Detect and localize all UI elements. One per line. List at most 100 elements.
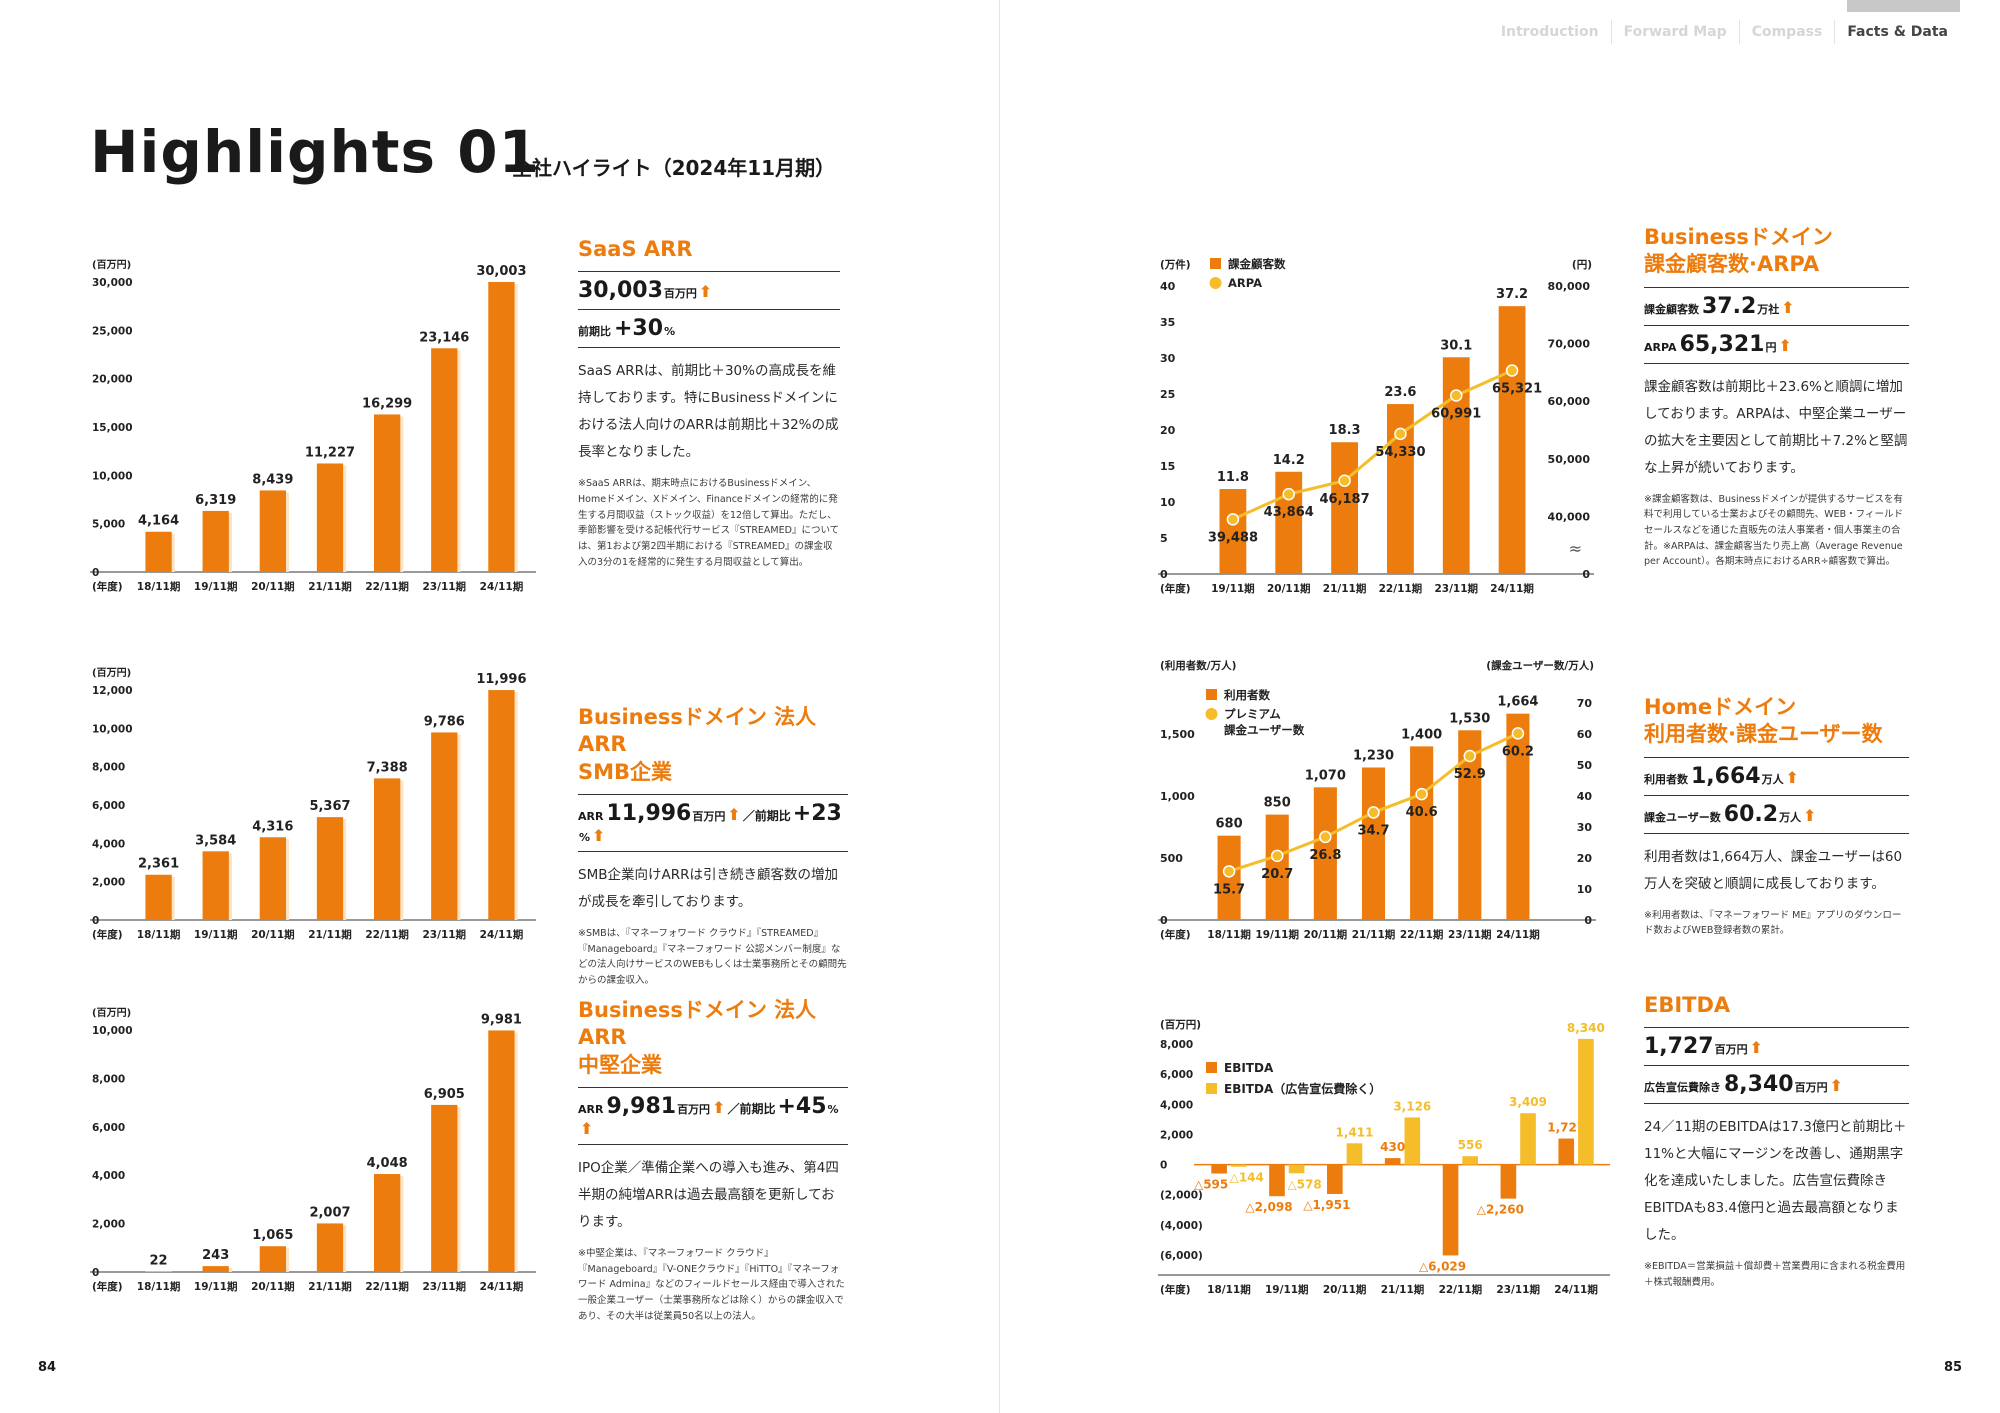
panel-mid-arr: Businessドメイン 法人ARR 中堅企業 ARR 9,981 百万円 ⬆ … bbox=[578, 997, 848, 1324]
left-tick-label: 10 bbox=[1160, 496, 1176, 509]
y-unit-label: (百万円) bbox=[1160, 1019, 1201, 1031]
x-tick-label: 23/11期 bbox=[423, 1280, 467, 1293]
legend-label-line: プレミアム課金ユーザー数 bbox=[1224, 707, 1305, 737]
up-arrow-icon: ⬆ bbox=[698, 282, 713, 302]
right-unit-label: (円) bbox=[1572, 259, 1592, 271]
x-tick-label: 20/11期 bbox=[1323, 1283, 1367, 1296]
nav-introduction[interactable]: Introduction bbox=[1489, 20, 1612, 44]
x-tick-label: 18/11期 bbox=[1207, 1283, 1251, 1296]
bar bbox=[1506, 713, 1530, 920]
panel-title-line2: 課金顧客数·ARPA bbox=[1644, 252, 1820, 277]
bar-value-label: 37.2 bbox=[1496, 287, 1528, 302]
chart-ebitda: (百万円) (6,000) (4,000) (2,000) 0 2,000 4,000 6,0… bbox=[1158, 1019, 1610, 1296]
x-tick-label: 21/11期 bbox=[1381, 1283, 1425, 1296]
legend-label-line: ARPA bbox=[1228, 276, 1262, 290]
panel-title-line2: 利用者数·課金ユーザー数 bbox=[1644, 722, 1883, 747]
bar bbox=[1219, 489, 1247, 574]
x-tick-label: 21/11期 bbox=[308, 1280, 352, 1293]
bar-value-label: 1,664 bbox=[1497, 695, 1538, 710]
nav-compass[interactable]: Compass bbox=[1740, 20, 1836, 44]
line-point bbox=[1226, 513, 1240, 526]
page-subtitle: 全社ハイライト（2024年11月期） bbox=[512, 156, 836, 180]
metric-value: 1,664 bbox=[1691, 763, 1761, 789]
up-arrow-icon: ⬆ bbox=[1829, 1076, 1843, 1096]
legend-swatch-line bbox=[1209, 277, 1222, 289]
left-tick-label: 1,500 bbox=[1160, 728, 1195, 741]
bar-value-label: 4,164 bbox=[138, 514, 179, 529]
bar-value-label: 3,409 bbox=[1509, 1095, 1547, 1109]
bar-value-label: 1,065 bbox=[252, 1228, 293, 1243]
bar bbox=[488, 281, 515, 572]
panel-title-line1: Homeドメイン bbox=[1644, 695, 1797, 719]
y-unit-label: (百万円) bbox=[92, 1007, 131, 1019]
metric-value: 9,981 bbox=[606, 1093, 677, 1119]
nav-forward-map[interactable]: Forward Map bbox=[1612, 20, 1740, 44]
x-tick-label: 18/11期 bbox=[1207, 928, 1251, 941]
bar bbox=[431, 732, 458, 920]
bar bbox=[316, 1223, 344, 1272]
line-value-label: 34.7 bbox=[1357, 823, 1389, 838]
x-tick-label: 20/11期 bbox=[251, 580, 295, 593]
bar-value-label: △595 bbox=[1194, 1178, 1228, 1192]
line-point bbox=[1282, 487, 1295, 501]
line-value-label: 15.7 bbox=[1213, 882, 1245, 897]
x-tick-label: 19/11期 bbox=[1265, 1283, 1309, 1296]
panel-title-line2: 中堅企業 bbox=[578, 1052, 662, 1077]
legend-swatch-bar bbox=[1210, 258, 1221, 269]
y-tick-label: 5,000 bbox=[92, 519, 125, 531]
bar bbox=[1458, 730, 1482, 920]
nav-facts-data[interactable]: Facts & Data bbox=[1835, 0, 1960, 44]
y-tick-label: (4,000) bbox=[1160, 1220, 1203, 1232]
metric-label: 広告宣伝費除き bbox=[1644, 1081, 1721, 1095]
panel-ebitda: EBITDA 1,727 百万円 ⬆ 広告宣伝費除き 8,340 百万円 ⬆ 2… bbox=[1644, 992, 1909, 1291]
bar bbox=[1442, 1164, 1459, 1256]
x-tick-label: 21/11期 bbox=[308, 928, 352, 941]
bar bbox=[316, 817, 344, 920]
bar bbox=[1346, 1143, 1363, 1165]
y-tick-label: 15,000 bbox=[92, 422, 133, 434]
right-tick-label: 80,000 bbox=[1548, 280, 1591, 293]
metric-ebitda: 1,727 百万円 ⬆ bbox=[1644, 1028, 1909, 1067]
bar-value-label: 18.3 bbox=[1329, 423, 1361, 438]
bar-value-label: 556 bbox=[1458, 1138, 1483, 1152]
up-arrow-icon: ⬆ bbox=[1781, 297, 1795, 317]
left-tick-label: 20 bbox=[1160, 424, 1176, 437]
x-tick-label: 21/11期 bbox=[1323, 582, 1367, 595]
bar-value-label: 1,070 bbox=[1305, 768, 1346, 783]
bar bbox=[202, 851, 229, 920]
x-tick-label: 19/11期 bbox=[1211, 582, 1255, 595]
page-number-right: 85 bbox=[1944, 1360, 1963, 1375]
metric-yoy: 前期比 +30 % bbox=[578, 310, 840, 349]
bar-value-label: 11,227 bbox=[305, 445, 355, 460]
panel-home: Homeドメイン 利用者数·課金ユーザー数 利用者数 1,664 万人 ⬆ 課金… bbox=[1644, 694, 1909, 939]
line-point bbox=[1367, 806, 1380, 819]
panel-title-line1: Businessドメイン 法人ARR bbox=[578, 998, 817, 1050]
bar-value-label: 4,316 bbox=[252, 819, 293, 834]
metric-unit: 百万円 bbox=[663, 287, 697, 301]
bar-value-label: 5,367 bbox=[309, 799, 350, 814]
x-tick-label: 23/11期 bbox=[423, 580, 467, 593]
y-tick-label: 4,000 bbox=[1160, 1099, 1193, 1111]
metric-value: +23 bbox=[792, 800, 842, 826]
bar bbox=[259, 490, 286, 572]
metric-arr: ARR 9,981 百万円 ⬆ ／前期比 +45 % ⬆ bbox=[578, 1088, 848, 1145]
right-tick-label: 60,000 bbox=[1548, 395, 1591, 408]
left-tick-label: 40 bbox=[1160, 280, 1176, 293]
panel-note: ※EBITDA＝営業損益＋償却費＋営業費用に含まれる税金費用＋株式報酬費用。 bbox=[1644, 1261, 1906, 1288]
bar-value-label: △2,260 bbox=[1477, 1203, 1524, 1217]
x-tick-label: 23/11期 bbox=[1496, 1283, 1540, 1296]
bar bbox=[1288, 1164, 1305, 1174]
y-tick-label: 2,000 bbox=[92, 877, 125, 889]
x-tick-label: 24/11期 bbox=[480, 580, 524, 593]
left-tick-label: 30 bbox=[1160, 352, 1176, 365]
bar-value-label: 243 bbox=[202, 1248, 229, 1263]
bar bbox=[1217, 835, 1241, 920]
metric-unit: 万人 bbox=[1779, 810, 1802, 824]
bar-value-label: 6,905 bbox=[424, 1087, 465, 1102]
bar-value-label: 3,584 bbox=[195, 833, 236, 848]
metric-unit: 百万円 bbox=[677, 1102, 711, 1116]
line-value-label: 52.9 bbox=[1454, 767, 1486, 782]
bar-value-label: 30.1 bbox=[1440, 338, 1472, 353]
bar-value-label: 23,146 bbox=[419, 330, 469, 345]
y-tick-label: 0 bbox=[92, 567, 99, 579]
